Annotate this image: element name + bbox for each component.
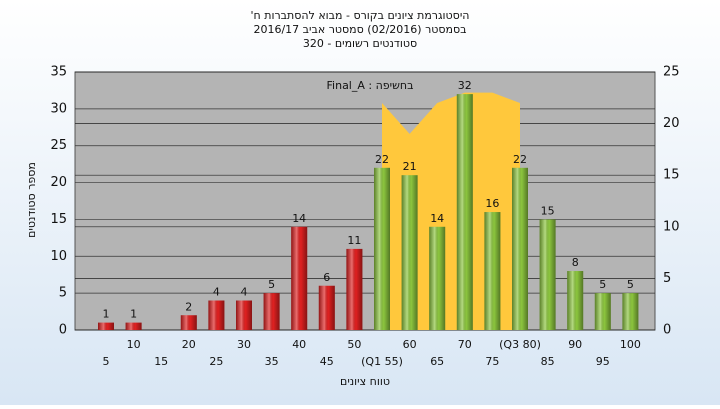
y-tick-label: 15 bbox=[50, 212, 67, 227]
bar-shade bbox=[98, 322, 114, 330]
bar-shade bbox=[429, 226, 446, 330]
x-tick-label: 50 bbox=[347, 338, 361, 351]
y-axis-label: מספר סטודנטים bbox=[25, 162, 38, 238]
y-tick-label: 25 bbox=[50, 138, 67, 153]
x-tick-label: 85 bbox=[541, 355, 555, 368]
data-label: 8 bbox=[572, 256, 579, 269]
x-tick-label: 40 bbox=[292, 338, 306, 351]
data-label: 32 bbox=[458, 79, 472, 92]
bar-shade bbox=[263, 293, 280, 330]
bar-shade bbox=[346, 248, 363, 330]
bar-shade bbox=[484, 212, 501, 330]
data-label: 1 bbox=[130, 308, 137, 321]
data-label: 1 bbox=[103, 308, 110, 321]
y2-tick-label: 10 bbox=[663, 219, 680, 234]
bar-shade bbox=[622, 293, 639, 330]
data-label: 22 bbox=[513, 153, 527, 166]
chart-subtitle: בסמסטר (02/2016) סמסטר אביב 2016/17 bbox=[253, 23, 466, 36]
bar-shade bbox=[567, 271, 584, 330]
data-label: 14 bbox=[292, 212, 306, 225]
y-tick-label: 35 bbox=[50, 65, 67, 80]
x-tick-label: 30 bbox=[237, 338, 251, 351]
x-tick-label: 95 bbox=[596, 355, 610, 368]
data-label: 5 bbox=[599, 278, 606, 291]
x-tick-label: 35 bbox=[265, 355, 279, 368]
x-tick-label: (Q3 80) bbox=[499, 338, 541, 351]
data-label: 22 bbox=[375, 153, 389, 166]
bar-shade bbox=[180, 315, 197, 330]
x-tick-label: 70 bbox=[458, 338, 472, 351]
bar-shade bbox=[539, 219, 556, 330]
data-label: 14 bbox=[430, 212, 444, 225]
data-label: 4 bbox=[241, 286, 248, 299]
data-label: 5 bbox=[268, 278, 275, 291]
bar-shade bbox=[374, 167, 390, 330]
y-tick-label: 30 bbox=[50, 101, 67, 116]
bar-shade bbox=[318, 285, 335, 330]
y2-tick-label: 0 bbox=[663, 323, 671, 338]
data-label: 6 bbox=[323, 271, 330, 284]
bar-shade bbox=[236, 300, 252, 330]
y2-tick-label: 5 bbox=[663, 271, 671, 286]
y2-tick-label: 20 bbox=[663, 116, 680, 131]
bar-shade bbox=[125, 322, 142, 330]
plot-area bbox=[74, 71, 656, 331]
y2-tick-label: 15 bbox=[663, 168, 680, 183]
data-label: 2 bbox=[185, 300, 192, 313]
x-tick-label: 10 bbox=[127, 338, 141, 351]
x-tick-label: 5 bbox=[103, 355, 110, 368]
data-label: 11 bbox=[347, 234, 361, 247]
x-tick-label: 25 bbox=[209, 355, 223, 368]
x-axis-label: טווח ציונים bbox=[340, 375, 390, 388]
x-tick-label: 90 bbox=[568, 338, 582, 351]
x-tick-label: 65 bbox=[430, 355, 444, 368]
x-tick-label: (Q1 55) bbox=[361, 355, 403, 368]
data-label: 16 bbox=[485, 197, 499, 210]
y2-tick-label: 25 bbox=[663, 65, 680, 80]
bar-shade bbox=[512, 167, 528, 330]
x-tick-label: 60 bbox=[403, 338, 417, 351]
annotation: בחשיפה : Final_A bbox=[327, 79, 414, 92]
y-tick-label: 20 bbox=[50, 175, 67, 190]
data-label: 5 bbox=[627, 278, 634, 291]
x-tick-label: 15 bbox=[154, 355, 168, 368]
bar-shade bbox=[456, 94, 473, 330]
bar-shade bbox=[401, 175, 418, 330]
chart-title: היסטוגרמת ציונים בקורס - מבוא להסתברות ח… bbox=[251, 9, 470, 22]
chart-subtitle: סטודנטים רשומים - 320 bbox=[303, 37, 417, 50]
data-label: 21 bbox=[403, 160, 417, 173]
bar-shade bbox=[208, 300, 225, 330]
x-tick-label: 100 bbox=[620, 338, 641, 351]
x-tick-label: 75 bbox=[485, 355, 499, 368]
bar-shade bbox=[291, 226, 308, 330]
y-tick-label: 5 bbox=[59, 286, 67, 301]
x-tick-label: 20 bbox=[182, 338, 196, 351]
y-tick-label: 10 bbox=[50, 249, 67, 264]
y-tick-label: 0 bbox=[59, 323, 67, 338]
data-label: 15 bbox=[541, 204, 555, 217]
bar-shade bbox=[594, 293, 611, 330]
x-tick-label: 45 bbox=[320, 355, 334, 368]
data-label: 4 bbox=[213, 286, 220, 299]
